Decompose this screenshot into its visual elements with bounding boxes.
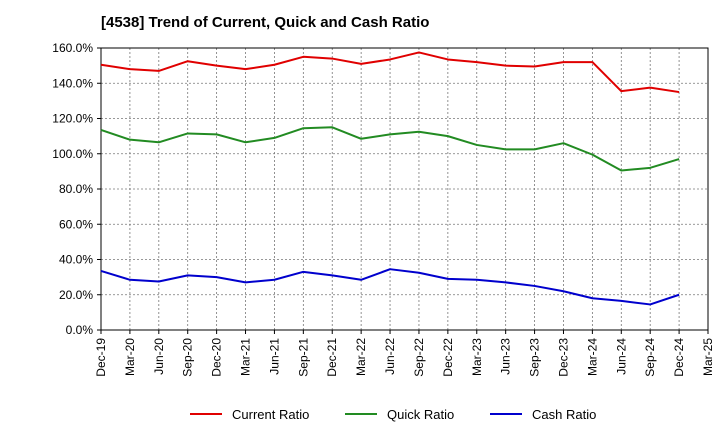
chart-title: [4538] Trend of Current, Quick and Cash … bbox=[101, 14, 430, 31]
y-tick-label: 0.0% bbox=[66, 323, 94, 337]
series-line-quick-ratio bbox=[100, 126, 680, 172]
x-tick-label: Dec-19 bbox=[94, 338, 108, 377]
legend-label-quick-ratio: Quick Ratio bbox=[387, 407, 454, 422]
y-tick-label: 80.0% bbox=[59, 182, 93, 196]
y-tick-label: 160.0% bbox=[52, 41, 93, 55]
series-line-current-ratio bbox=[100, 51, 680, 94]
x-tick-label: Jun-23 bbox=[499, 338, 513, 375]
x-tick-label: Jun-24 bbox=[614, 338, 628, 375]
x-tick-label: Jun-20 bbox=[152, 338, 166, 375]
y-tick-label: 120.0% bbox=[52, 112, 93, 126]
series-line-cash-ratio bbox=[100, 268, 680, 306]
x-tick-label: Sep-20 bbox=[181, 338, 195, 377]
x-tick-label: Dec-22 bbox=[441, 338, 455, 377]
x-tick-label: Mar-23 bbox=[470, 338, 484, 376]
grid bbox=[101, 48, 708, 330]
legend: Current Ratio Quick Ratio Cash Ratio bbox=[190, 407, 596, 422]
legend-label-cash-ratio: Cash Ratio bbox=[532, 407, 596, 422]
x-tick-label: Dec-20 bbox=[210, 338, 224, 377]
y-tick-label: 20.0% bbox=[59, 288, 93, 302]
x-tick-label: Dec-24 bbox=[672, 338, 686, 377]
x-tick-label: Mar-20 bbox=[123, 338, 137, 376]
series-lines bbox=[100, 51, 680, 306]
x-tick-label: Sep-23 bbox=[528, 338, 542, 377]
x-tick-label: Sep-21 bbox=[296, 338, 310, 377]
x-tick-label: Mar-21 bbox=[239, 338, 253, 376]
y-tick-label: 140.0% bbox=[52, 76, 93, 90]
y-tick-label: 40.0% bbox=[59, 253, 93, 267]
legend-label-current-ratio: Current Ratio bbox=[232, 407, 309, 422]
axes: 0.0% 20.0% 40.0% 60.0% 80.0% 100.0% 120.0% 140.… bbox=[52, 41, 715, 377]
x-tick-label: Jun-22 bbox=[383, 338, 397, 375]
x-tick-label: Mar-24 bbox=[585, 338, 599, 376]
x-tick-label: Mar-22 bbox=[354, 338, 368, 376]
y-tick-label: 60.0% bbox=[59, 217, 93, 231]
x-tick-label: Mar-25 bbox=[701, 338, 715, 376]
x-tick-label: Dec-23 bbox=[556, 338, 570, 377]
plot-frame bbox=[100, 47, 709, 331]
x-tick-label: Sep-22 bbox=[412, 338, 426, 377]
x-tick-label: Jun-21 bbox=[267, 338, 281, 375]
y-tick-label: 100.0% bbox=[52, 147, 93, 161]
x-tick-label: Sep-24 bbox=[643, 338, 657, 377]
x-tick-label: Dec-21 bbox=[325, 338, 339, 377]
